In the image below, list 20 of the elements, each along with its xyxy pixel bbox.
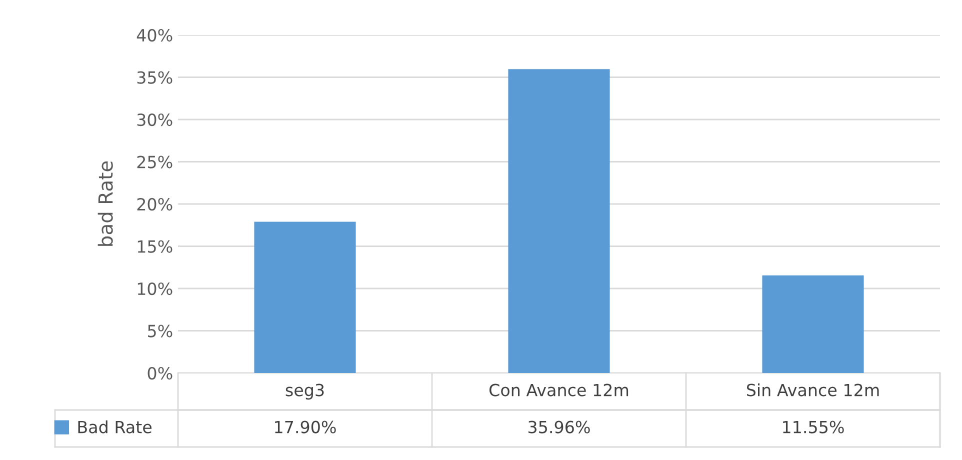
y-tick-label: 40% xyxy=(136,28,172,42)
data-label: 17.90% xyxy=(275,420,336,434)
y-tick-label: 25% xyxy=(137,156,172,168)
x-tick-label: Sin Avance 12m xyxy=(746,383,879,396)
y-axis-title: bad Rate xyxy=(98,161,113,246)
y-tick-label: 15% xyxy=(138,240,172,253)
y-tick-label: 0% xyxy=(148,366,172,380)
data-label: 35.96% xyxy=(528,420,590,434)
y-tick-label: 5% xyxy=(148,324,172,338)
data-label: 11.55% xyxy=(783,420,844,434)
bar xyxy=(762,275,864,373)
y-tick-label: 35% xyxy=(137,71,172,84)
y-tick-label: 30% xyxy=(137,113,172,126)
x-tick-label: seg3 xyxy=(286,384,324,400)
x-tick-label: Con Avance 12m xyxy=(489,384,628,396)
bar xyxy=(508,69,610,373)
y-tick-label: 10% xyxy=(138,282,172,296)
bar xyxy=(254,222,356,373)
y-tick-label: 20% xyxy=(137,198,172,211)
legend-label: Bad Rate xyxy=(78,420,152,434)
